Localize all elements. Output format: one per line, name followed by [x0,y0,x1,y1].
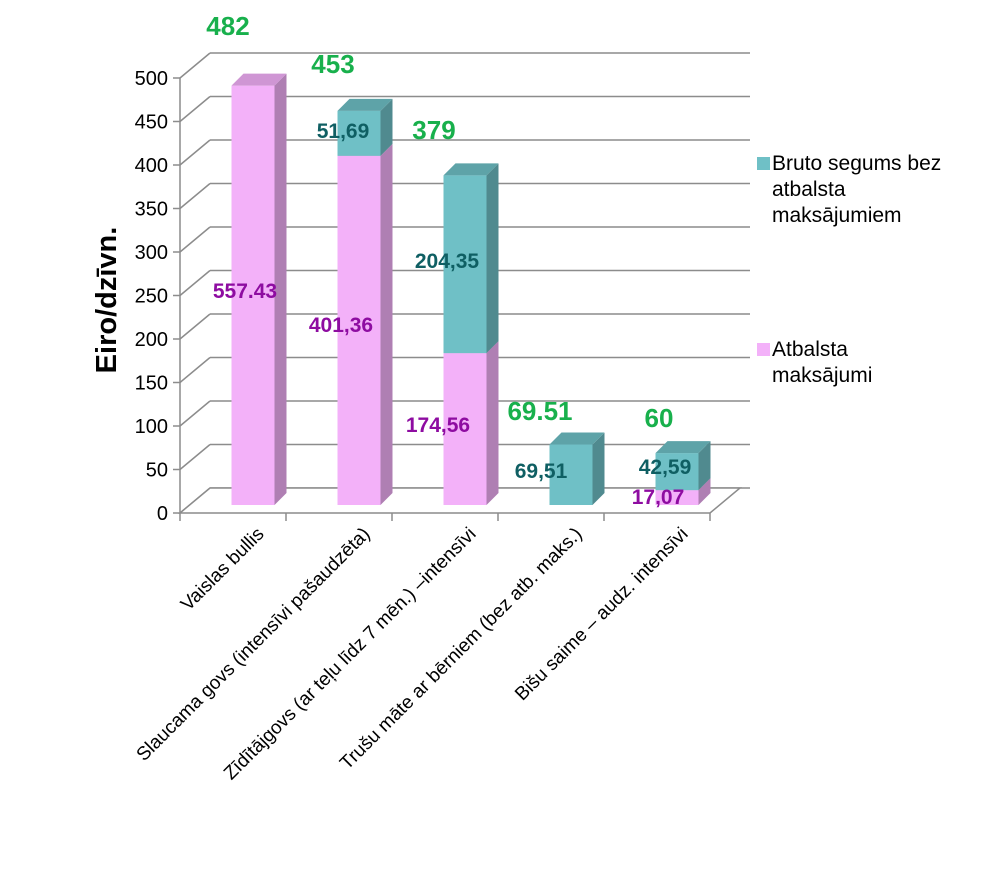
y-tick-label: 500 [135,68,168,90]
legend-item: Atbalsta maksājumi [757,338,872,387]
segment-label: 17,07 [632,486,685,509]
legend-item: Bruto segums bez atbalsta maksājumiem [757,152,941,227]
bar-segment [231,73,287,505]
bar-front [337,155,381,505]
gridline-depth [179,182,211,210]
x-tick-label: Slaucama govs (intensīvi pašaudzēta) [133,524,375,766]
legend-swatch [757,157,770,170]
bar-top [443,163,499,176]
gridline-depth [179,443,211,471]
bar-segment [443,341,499,505]
bar-side [380,98,393,156]
x-tick-label: Bišu saime – audz. intensīvi [511,524,692,705]
x-tick-label: Vaislas bullis [177,524,269,616]
y-tick-label: 300 [135,242,168,264]
gridline-depth [179,226,211,253]
segment-label: 69,51 [515,460,568,483]
segment-label: 401,36 [309,314,373,337]
bar-segment [443,163,499,354]
bar-segment [549,432,605,505]
bar-side [698,478,711,505]
bar-side [380,143,393,505]
total-label: 69.51 [507,396,572,426]
gridline-depth [179,313,211,340]
gridline-depth [179,52,211,79]
bar-side [274,73,287,505]
bar-front [549,444,593,505]
total-label: 482 [206,11,249,41]
y-axis-title: Eiro/dzīvn. [91,227,123,374]
y-tick-label: 200 [135,329,168,351]
data-labels: 557.43 401,36 51,69 174,56 204,35 69,51 17,07 4… [206,11,691,509]
legend-label: Atbalsta maksājumi [772,338,872,387]
segment-label: 51,69 [317,120,370,143]
bar-front [337,110,381,156]
gridline-depth [179,356,211,384]
bar-segment [337,98,393,156]
bar-top [337,98,393,111]
bar-front [443,175,487,354]
bars [231,73,711,505]
segment-label: 204,35 [415,250,480,273]
bar-side [592,432,605,505]
y-tick-label: 100 [135,416,168,438]
bar-side [486,341,499,505]
legend-swatch [757,343,770,356]
total-label: 60 [645,403,674,433]
x-tick-label: Trušu māte ar bērniem (bez atb. maks.) [336,524,586,774]
bar-front [655,490,699,505]
y-axis-ticks: 0 50 100 150 200 250 300 350 400 450 500 [135,68,180,525]
bar-top [655,441,711,454]
gridline-depth [179,139,211,166]
bar-side [698,441,711,491]
bar-front [443,353,487,505]
legend: Bruto segums bez atbalsta maksājumiem Atbal… [757,152,941,387]
total-label: 453 [311,49,354,79]
segment-label: 557.43 [213,280,277,303]
bar-top [231,73,287,86]
y-tick-label: 150 [135,373,168,395]
y-tick-label: 400 [135,155,168,177]
segment-label: 174,56 [406,414,470,437]
y-tick-label: 50 [146,460,168,482]
bar-top [549,432,605,445]
y-tick-label: 450 [135,112,168,134]
gridline-depth [179,95,211,123]
bar-front [231,85,275,505]
total-label: 379 [412,115,455,145]
gridline-depth [179,269,211,297]
legend-label: Bruto segums bez atbalsta maksājumiem [772,152,941,227]
bar-front [655,453,699,491]
segment-label: 42,59 [639,456,692,479]
y-tick-label: 350 [135,199,168,221]
bar-segment [655,441,711,491]
y-tick-label: 250 [135,286,168,308]
gridline-depth [179,400,211,427]
y-tick-label: 0 [157,503,168,525]
bar-side [486,163,499,354]
bar-segment [337,143,393,505]
